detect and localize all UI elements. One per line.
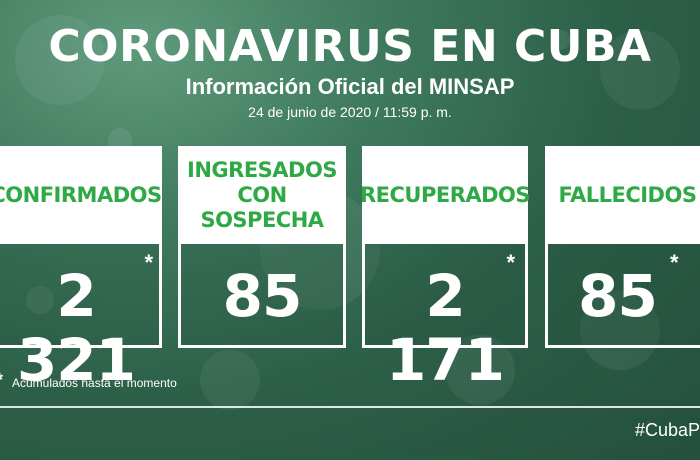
card-label-recuperados: RECUPERADOS <box>359 182 531 207</box>
report-date: 24 de junio de 2020 / 11:59 p. m. <box>248 104 452 120</box>
footnote-text: Acumulados hasta el momento <box>12 376 177 390</box>
card-label-confirmados: CONFIRMADOS <box>0 182 162 207</box>
footer-divider <box>0 406 700 408</box>
card-fallecidos: FALLECIDOS 85 * <box>545 146 700 348</box>
card-ingresados: INGRESADOS CON SOSPECHA 85 <box>178 146 346 348</box>
card-label-ingresados-line1: INGRESADOS <box>187 157 337 182</box>
card-value-recuperados: 2 171 <box>385 262 505 394</box>
card-label-ingresados-line2: CON SOSPECHA <box>200 182 324 232</box>
card-value-ingresados: 85 <box>222 262 303 330</box>
card-confirmados: CONFIRMADOS 2 321 * <box>0 146 162 392</box>
hashtag: #CubaP <box>634 420 700 440</box>
card-value-fallecidos: 85 <box>578 262 658 330</box>
asterisk-confirmados: * <box>144 250 153 275</box>
footnote-marker: * <box>0 370 3 391</box>
card-value-confirmados: 2 321 <box>16 262 136 394</box>
card-recuperados: RECUPERADOS 2 171 * <box>359 146 531 392</box>
asterisk-recuperados: * <box>506 250 515 275</box>
page-title: CORONAVIRUS EN CUBA <box>48 21 652 72</box>
page-subtitle: Información Oficial del MINSAP <box>185 74 515 99</box>
asterisk-fallecidos: * <box>670 250 679 275</box>
card-label-fallecidos: FALLECIDOS <box>558 182 697 207</box>
